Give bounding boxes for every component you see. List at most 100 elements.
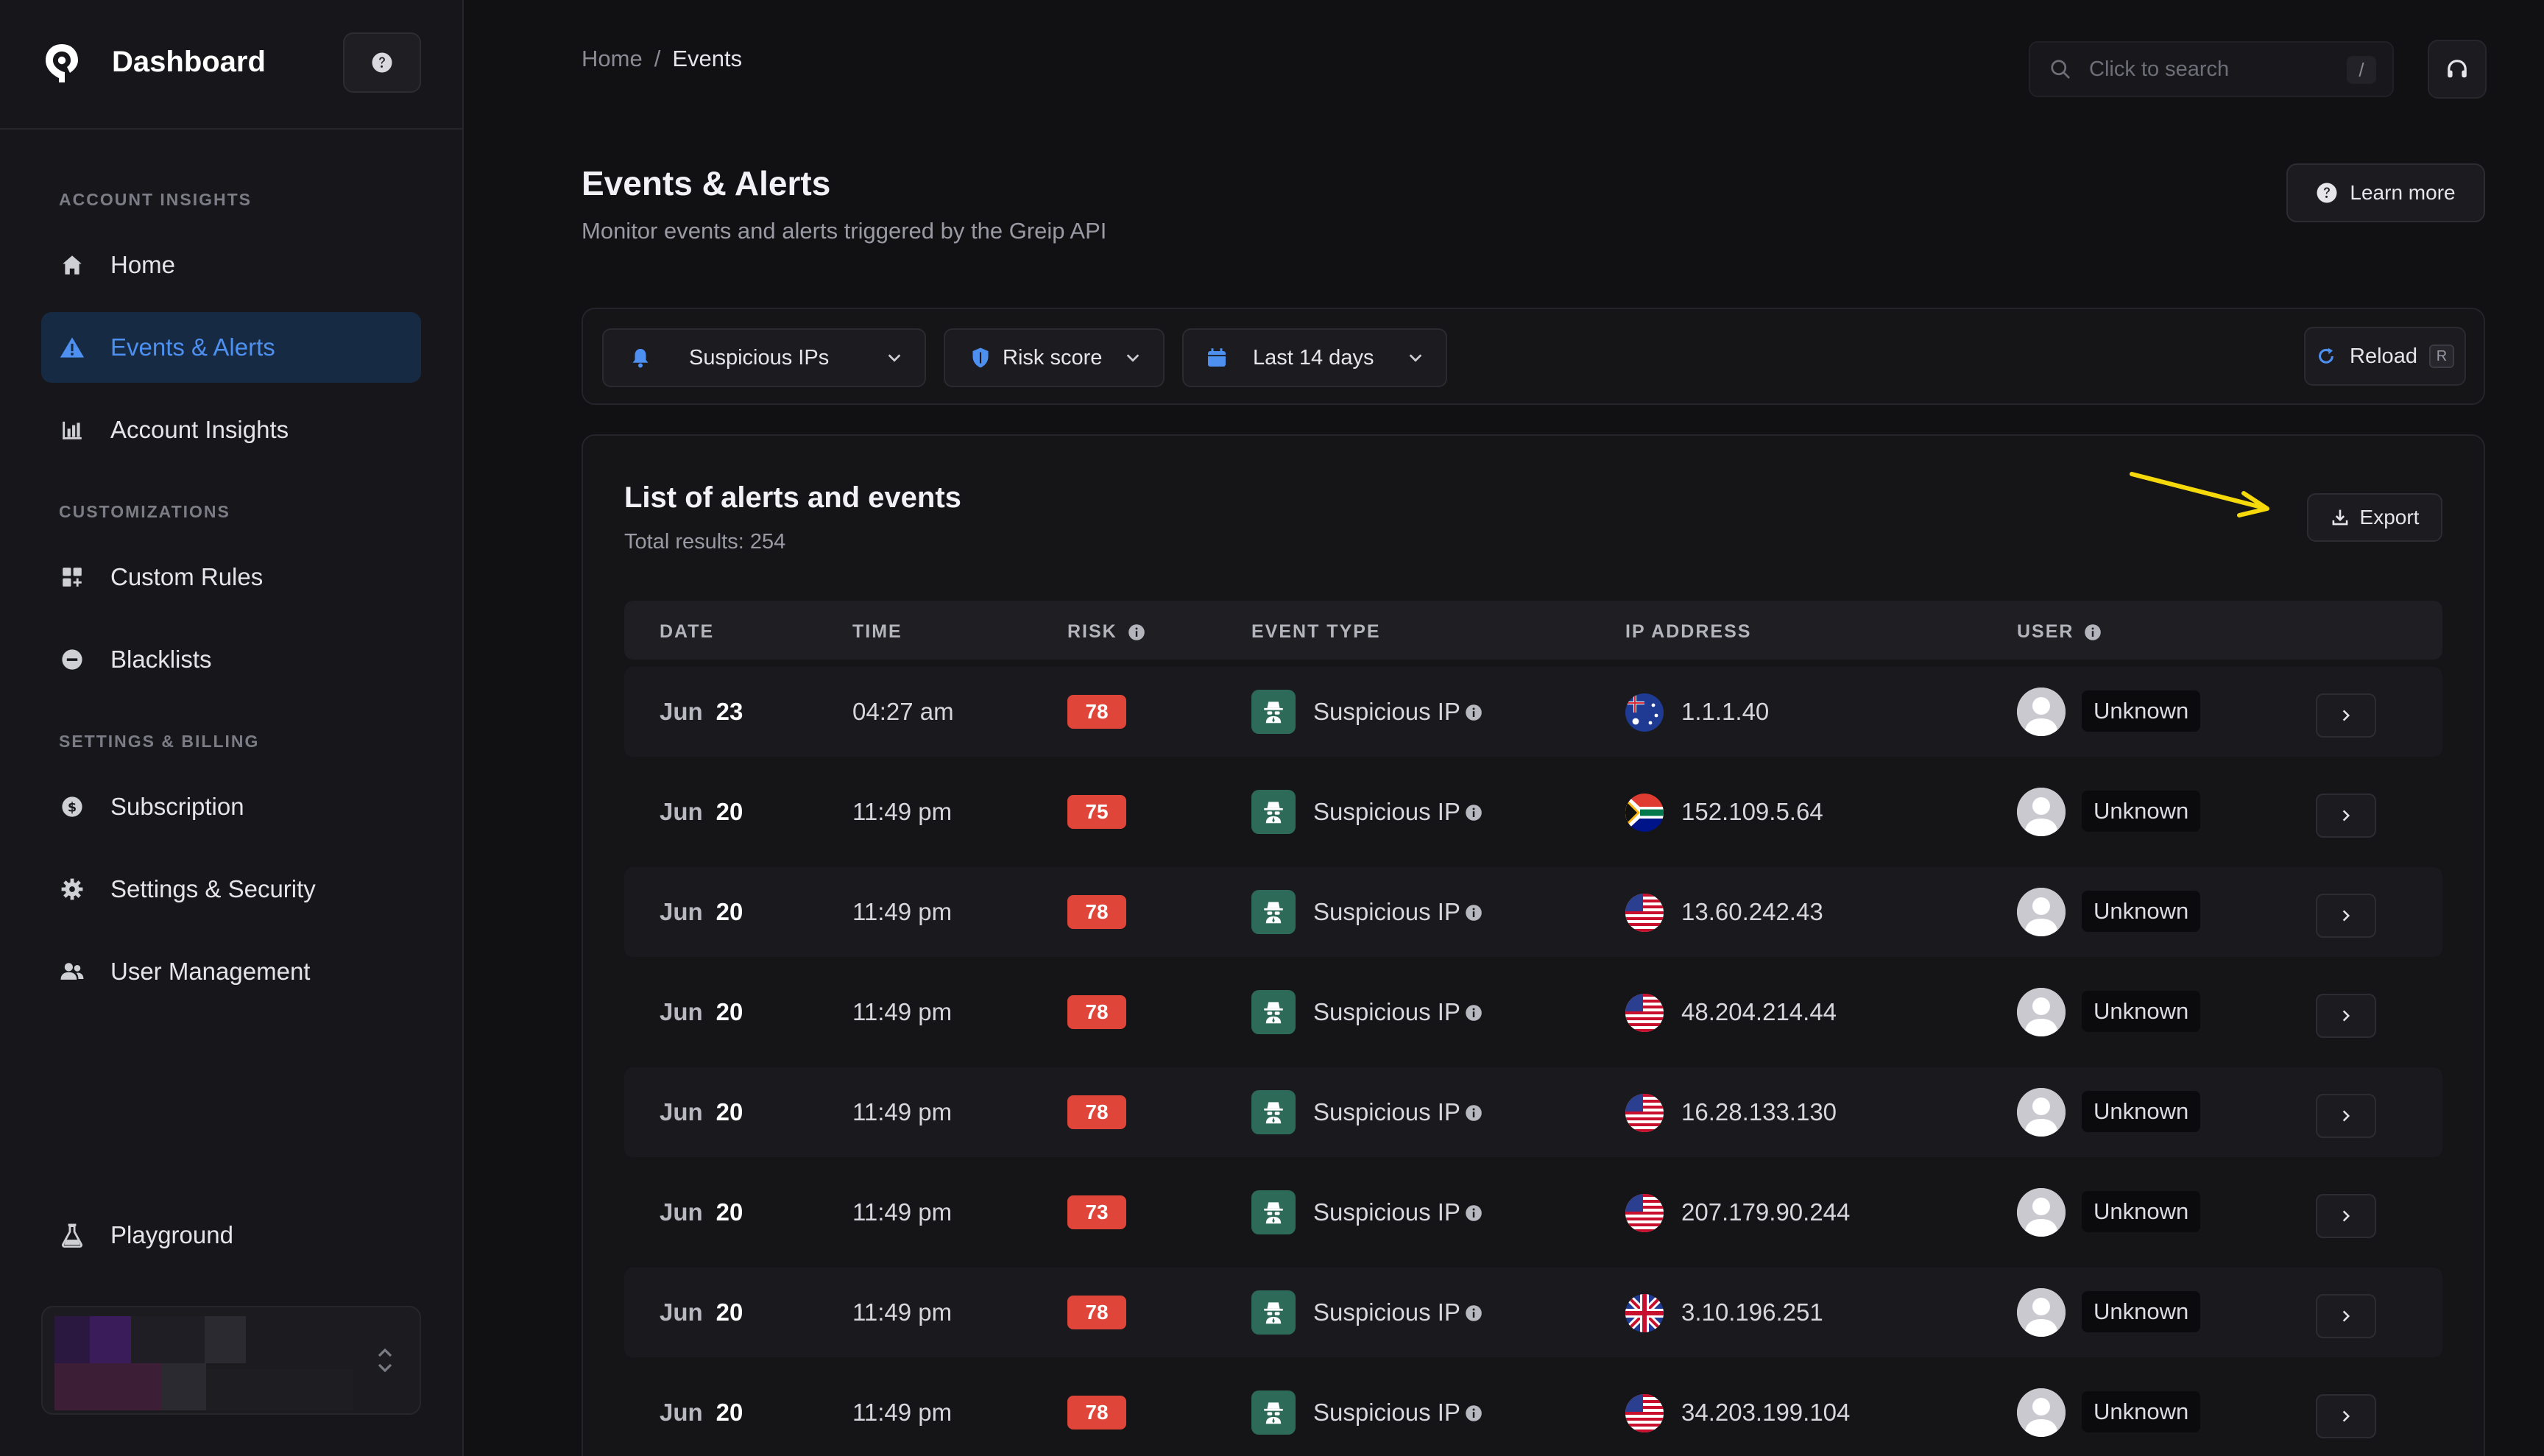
info-icon[interactable] — [2084, 623, 2102, 641]
table-row[interactable]: Jun 20 11:49 pm 78 Suspicious IP 16.28.133.13… — [624, 1067, 2442, 1157]
support-button[interactable] — [2428, 40, 2487, 99]
learn-more-button[interactable]: Learn more — [2286, 163, 2485, 222]
info-icon[interactable] — [1465, 904, 1483, 925]
chevron-up-down-icon — [378, 1348, 392, 1373]
breadcrumb-current: Events — [672, 46, 743, 71]
info-icon[interactable] — [1465, 704, 1483, 725]
us-flag-icon — [1625, 894, 1664, 932]
breadcrumb-home-link[interactable]: Home — [582, 46, 643, 71]
info-icon[interactable] — [1465, 1004, 1483, 1025]
chevron-down-icon — [1126, 354, 1140, 362]
chevron-right-icon — [2339, 908, 2353, 923]
info-icon[interactable] — [1465, 1404, 1483, 1426]
brand-header: Dashboard — [0, 0, 462, 130]
info-icon[interactable] — [1465, 1204, 1483, 1226]
row-details-button[interactable] — [2316, 994, 2376, 1038]
info-icon[interactable] — [1465, 1304, 1483, 1326]
user-avatar-icon — [2017, 1388, 2066, 1437]
row-user: Unknown — [2082, 791, 2201, 832]
row-details-button[interactable] — [2316, 894, 2376, 938]
export-button[interactable]: Export — [2307, 493, 2442, 542]
bar-chart-icon — [59, 417, 85, 443]
headset-icon — [2448, 60, 2467, 78]
info-icon[interactable] — [1128, 623, 1145, 641]
table-row[interactable]: Jun 23 04:27 am 78 Suspicious IP 1.1.1.40 Unkn… — [624, 667, 2442, 757]
row-day: 20 — [716, 898, 743, 925]
column-risk-label: RISK — [1067, 621, 1117, 642]
risk-badge: 78 — [1067, 1095, 1126, 1129]
row-time: 11:49 pm — [852, 1399, 953, 1426]
column-risk[interactable]: RISK — [1067, 621, 1145, 643]
row-details-button[interactable] — [2316, 1094, 2376, 1138]
account-switcher[interactable] — [41, 1306, 421, 1415]
row-user: Unknown — [2082, 891, 2201, 932]
us-flag-icon — [1625, 1194, 1664, 1232]
table-header: DATE TIME RISK EVENT TYPE IP ADDRESS USE… — [624, 601, 2442, 660]
row-event-type: Suspicious IP — [1313, 1399, 1460, 1426]
chevron-right-icon — [2339, 1409, 2353, 1424]
sidebar-item-events-alerts[interactable]: Events & Alerts — [41, 312, 421, 383]
brand-logo-icon[interactable] — [41, 41, 82, 85]
shield-icon — [970, 347, 991, 369]
column-user[interactable]: USER — [2017, 621, 2102, 643]
chevron-right-icon — [2339, 808, 2353, 823]
table-row[interactable]: Jun 20 11:49 pm 78 Suspicious IP 48.204.214.4… — [624, 967, 2442, 1057]
sidebar-item-label: Subscription — [110, 793, 244, 820]
row-day: 23 — [716, 698, 743, 725]
flask-icon — [59, 1222, 85, 1248]
us-flag-icon — [1625, 994, 1664, 1032]
gear-icon — [59, 876, 85, 902]
row-user: Unknown — [2082, 1391, 2201, 1432]
row-details-button[interactable] — [2316, 1194, 2376, 1238]
column-event-type[interactable]: EVENT TYPE — [1251, 621, 1381, 642]
row-details-button[interactable] — [2316, 1394, 2376, 1438]
svg-text:$: $ — [68, 801, 77, 816]
risk-score-filter[interactable]: Risk score — [944, 328, 1165, 387]
sidebar-item-settings-security[interactable]: Settings & Security — [41, 854, 421, 925]
row-details-button[interactable] — [2316, 693, 2376, 738]
sidebar-item-account-insights[interactable]: Account Insights — [41, 395, 421, 465]
info-icon[interactable] — [1465, 804, 1483, 825]
filter-bar: Suspicious IPs Risk score Last 14 days — [582, 308, 2485, 405]
table-row[interactable]: Jun 20 11:49 pm 78 Suspicious IP 3.10.196.251… — [624, 1268, 2442, 1357]
table-row[interactable]: Jun 20 11:49 pm 78 Suspicious IP 34.203.199.1… — [624, 1368, 2442, 1456]
row-details-button[interactable] — [2316, 794, 2376, 838]
row-ip-address: 207.179.90.244 — [1681, 1198, 1851, 1226]
row-time: 11:49 pm — [852, 1198, 953, 1226]
sidebar-item-custom-rules[interactable]: Custom Rules — [41, 542, 421, 612]
reload-button[interactable]: Reload R — [2304, 327, 2466, 386]
table-row[interactable]: Jun 20 11:49 pm 73 Suspicious IP 207.179.90.2… — [624, 1167, 2442, 1257]
user-avatar-icon — [2017, 1288, 2066, 1337]
row-date: Jun 20 — [660, 1067, 743, 1157]
row-ip-address: 13.60.242.43 — [1681, 898, 1823, 925]
sidebar-item-home[interactable]: Home — [41, 230, 421, 300]
brand-title[interactable]: Dashboard — [112, 46, 266, 78]
row-date: Jun 23 — [660, 667, 743, 757]
column-time[interactable]: TIME — [852, 621, 902, 642]
help-button[interactable] — [343, 32, 421, 93]
row-day: 20 — [716, 1399, 743, 1426]
sidebar-item-playground[interactable]: Playground — [41, 1200, 421, 1271]
table-row[interactable]: Jun 20 11:49 pm 75 Suspicious IP 152.109.5.64… — [624, 767, 2442, 857]
column-date[interactable]: DATE — [660, 621, 715, 642]
chevron-right-icon — [2339, 708, 2353, 723]
row-date: Jun 20 — [660, 767, 743, 857]
table-row[interactable]: Jun 20 11:49 pm 78 Suspicious IP 13.60.242.43… — [624, 867, 2442, 957]
info-icon[interactable] — [1465, 1104, 1483, 1125]
row-details-button[interactable] — [2316, 1294, 2376, 1338]
chevron-right-icon — [2339, 1309, 2353, 1324]
date-range-filter[interactable]: Last 14 days — [1182, 328, 1447, 387]
sidebar-item-subscription[interactable]: $ Subscription — [41, 771, 421, 842]
row-date: Jun 20 — [660, 1167, 743, 1257]
chevron-right-icon — [2339, 1209, 2353, 1223]
learn-more-label: Learn more — [2350, 181, 2456, 204]
sidebar-item-user-management[interactable]: User Management — [41, 936, 421, 1007]
event-type-filter[interactable]: Suspicious IPs — [602, 328, 926, 387]
search-input[interactable]: Click to search / — [2029, 41, 2394, 97]
row-time: 11:49 pm — [852, 1298, 953, 1326]
sidebar-item-blacklists[interactable]: Blacklists — [41, 624, 421, 695]
column-ip-address[interactable]: IP ADDRESS — [1625, 621, 1752, 642]
chevron-down-icon — [1409, 354, 1422, 362]
risk-badge: 78 — [1067, 895, 1126, 929]
row-time: 11:49 pm — [852, 998, 953, 1025]
